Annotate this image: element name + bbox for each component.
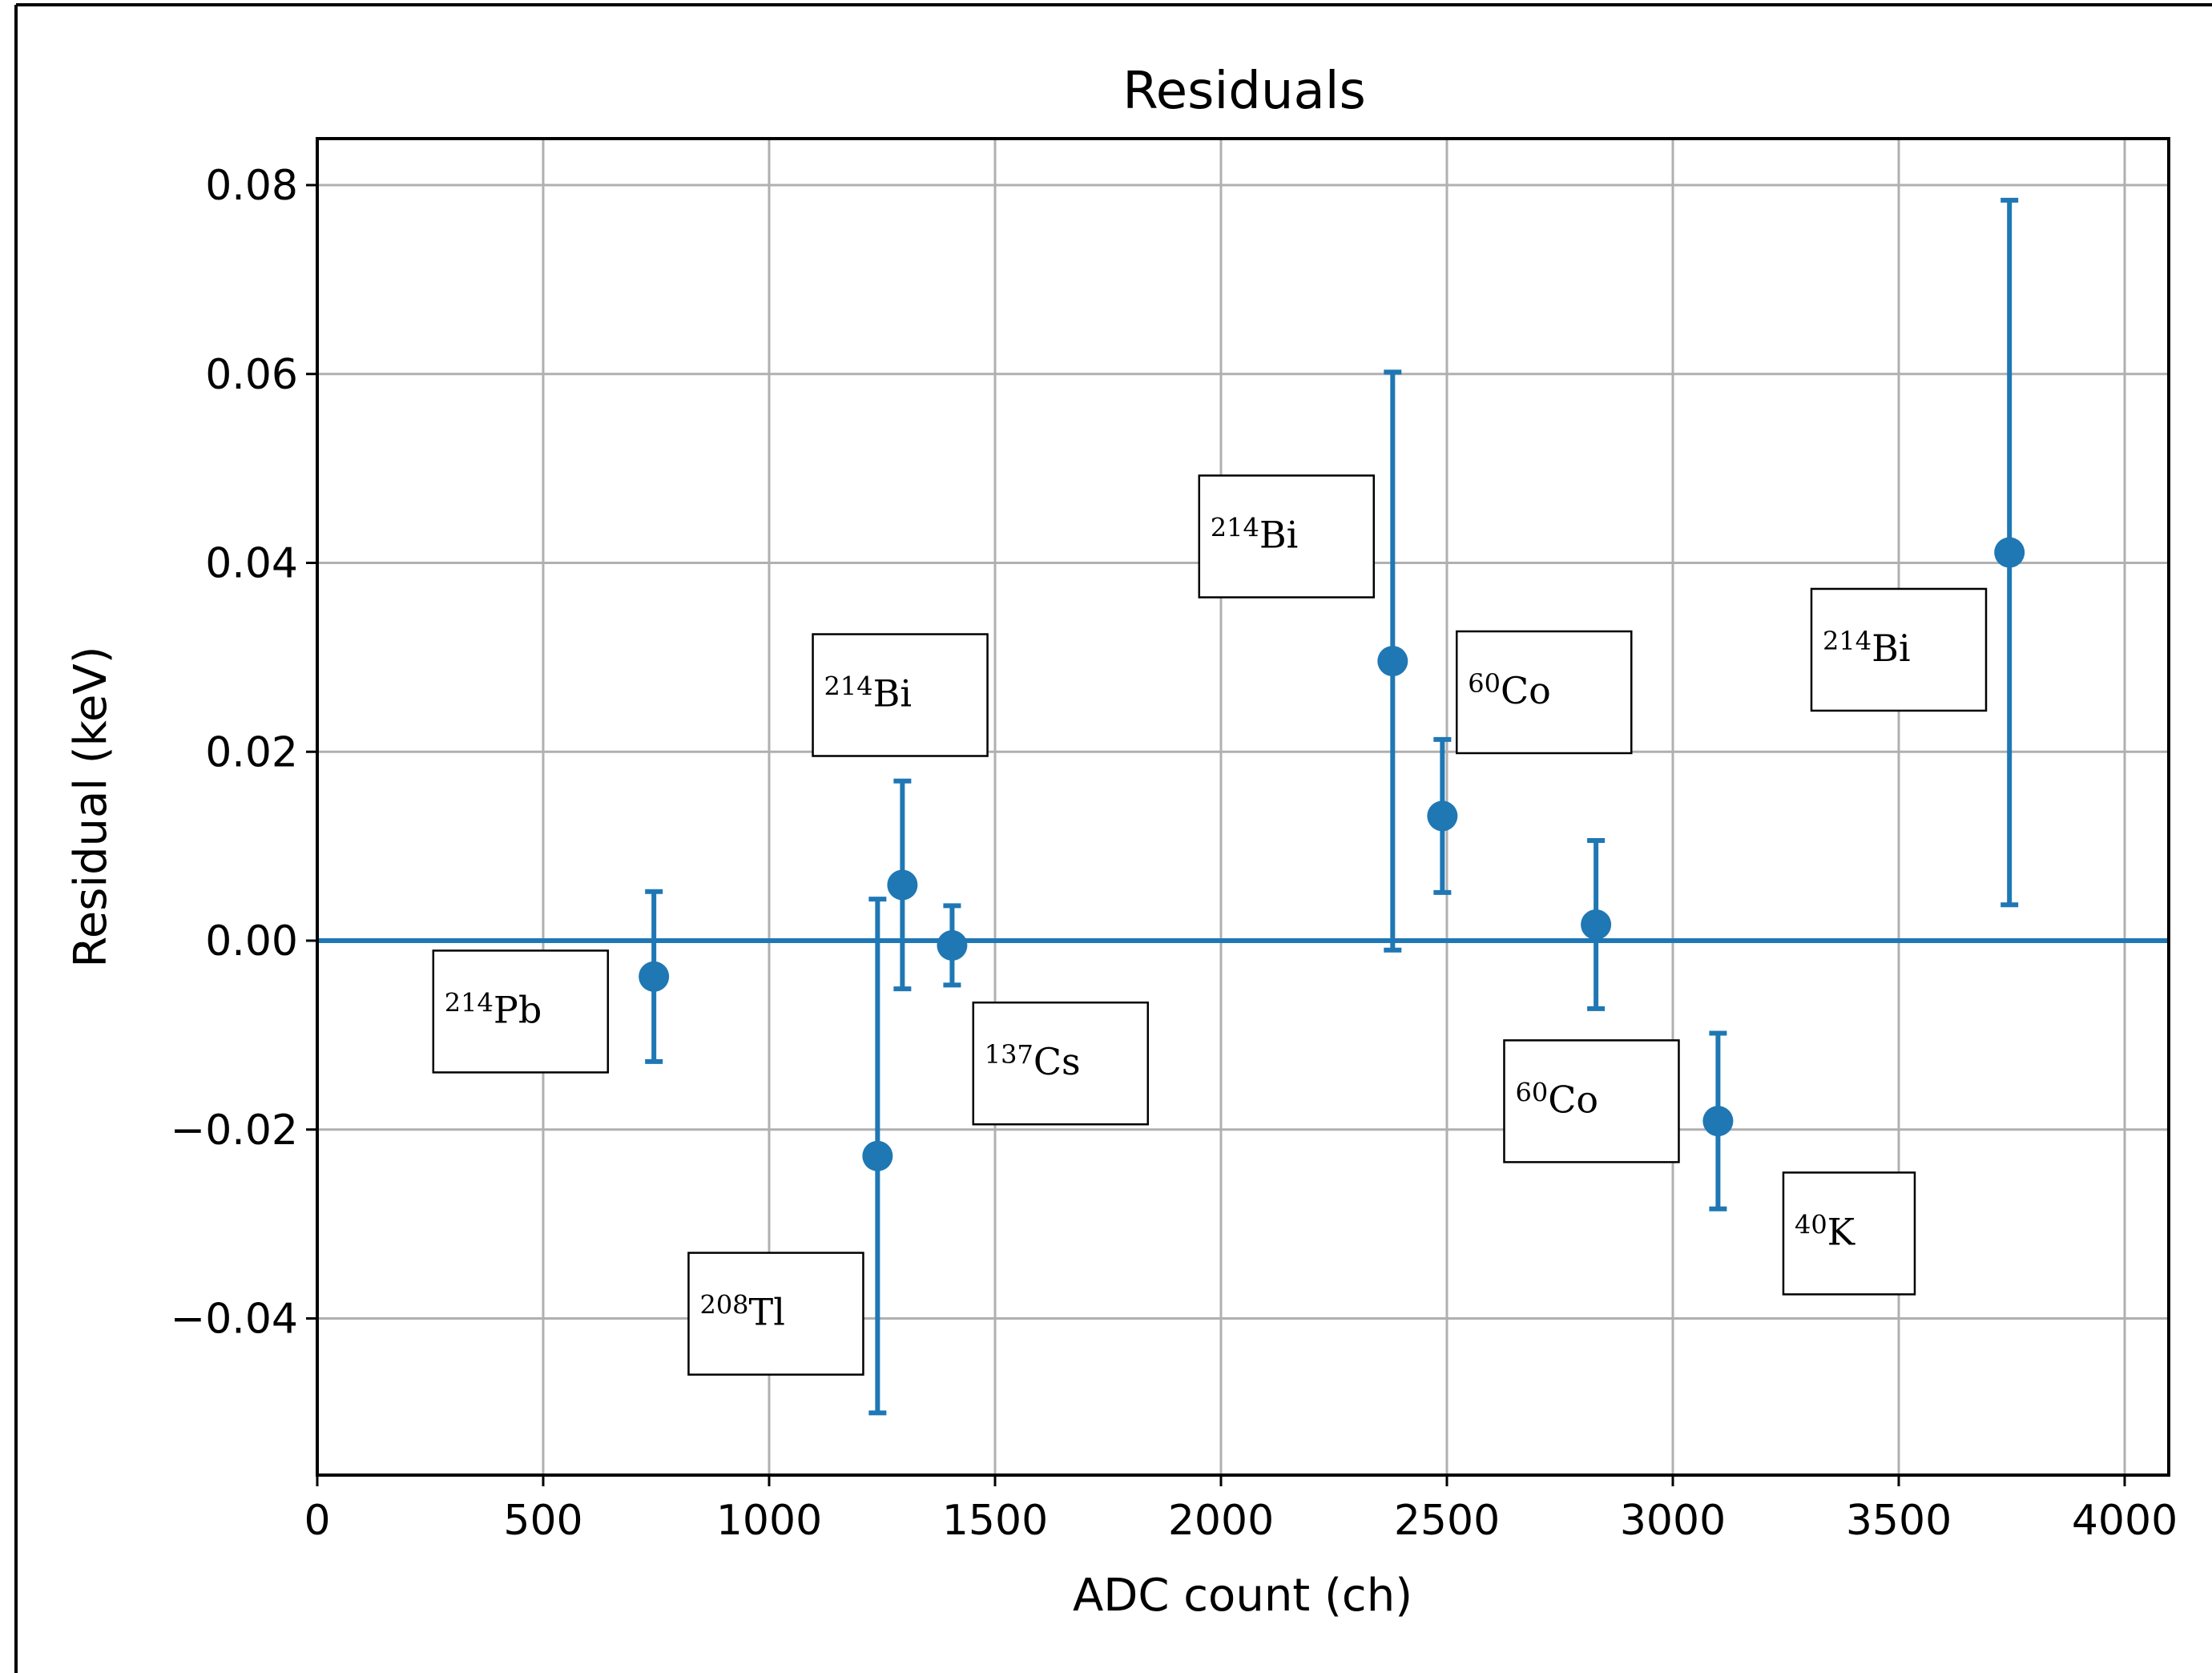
annotation-mass-number: 214	[1211, 512, 1259, 542]
data-point	[1994, 537, 2025, 568]
x-tick-label: 500	[503, 1497, 582, 1545]
annotation-mass-number: 208	[699, 1290, 748, 1320]
annotation-label: 214Bi	[1823, 626, 1911, 670]
y-axis-ticks: −0.04 −0.02 0.00 0.02 0.04 0.06 0.08	[171, 162, 317, 1344]
y-tick-label: 0.04	[205, 540, 298, 588]
annotation-element: Tl	[749, 1291, 785, 1334]
annotation-mass-number: 214	[824, 671, 873, 702]
annotation-label: 40K	[1795, 1209, 1856, 1253]
data-layer	[639, 197, 2025, 1416]
data-point	[1702, 1106, 1734, 1137]
x-tick-label: 2500	[1394, 1497, 1500, 1545]
x-tick-label: 4000	[2072, 1497, 2178, 1545]
annotation-box	[1782, 1171, 1916, 1296]
plot-area-frame	[316, 137, 2170, 1477]
y-axis-label: Residual (keV)	[65, 646, 117, 967]
annotation-mass-number: 60	[1468, 668, 1501, 699]
annotation-element: Co	[1548, 1078, 1598, 1121]
annotation-mass-number: 214	[445, 987, 494, 1018]
x-tick-label: 3500	[1846, 1497, 1952, 1545]
x-tick-label: 1500	[942, 1497, 1048, 1545]
x-axis-label: ADC count (ch)	[1073, 1570, 1412, 1622]
x-axis-ticks: 0 500 1000 1500 2000 2500 3000 3500 4000	[304, 1475, 2178, 1545]
x-tick-label: 1000	[716, 1497, 822, 1545]
annotation-element: Pb	[494, 988, 542, 1031]
annotation-label: 137Cs	[985, 1039, 1081, 1083]
annotation-box	[687, 1252, 864, 1376]
annotation-element: Bi	[1872, 627, 1911, 670]
annotation-element: Cs	[1033, 1040, 1081, 1083]
annotation-mass-number: 60	[1515, 1077, 1548, 1107]
annotation-label: 60Co	[1515, 1077, 1598, 1121]
annotation-element: K	[1827, 1210, 1856, 1253]
data-point	[937, 929, 968, 961]
y-tick-label: 0.00	[205, 917, 298, 966]
data-point	[1377, 646, 1408, 677]
annotation-mass-number: 214	[1823, 626, 1872, 656]
annotation-box	[812, 633, 989, 757]
x-tick-label: 3000	[1620, 1497, 1726, 1545]
annotation-box	[1810, 587, 1988, 712]
data-point	[887, 869, 918, 901]
annotation-box	[432, 949, 610, 1074]
x-tick-label: 0	[304, 1497, 330, 1545]
annotation-label: 214Bi	[1211, 512, 1299, 556]
y-tick-label: 0.02	[205, 728, 298, 776]
annotation-label: 208Tl	[699, 1290, 784, 1334]
annotation-box	[972, 1001, 1150, 1126]
annotation-element: Bi	[1259, 513, 1299, 556]
annotation-label: 214Pb	[445, 987, 542, 1031]
annotation-layer: 214Pb208Tl214Bi137Cs214Bi60Co60Co40K214B…	[432, 474, 1988, 1376]
data-point	[639, 961, 670, 992]
data-point	[862, 1140, 893, 1171]
annotation-label: 60Co	[1468, 668, 1551, 712]
annotation-element: Bi	[873, 672, 913, 716]
chart-title: Residuals	[1122, 62, 1366, 121]
annotation-box	[1503, 1039, 1680, 1163]
annotation-mass-number: 40	[1795, 1209, 1827, 1240]
annotation-element: Co	[1501, 669, 1551, 712]
annotation-box	[1456, 630, 1633, 755]
annotation-mass-number: 137	[985, 1039, 1033, 1070]
y-tick-label: −0.02	[171, 1107, 298, 1155]
y-tick-label: 0.06	[205, 351, 298, 399]
x-tick-label: 2000	[1168, 1497, 1274, 1545]
data-point	[1581, 909, 1612, 940]
y-tick-label: 0.08	[205, 162, 298, 210]
annotation-box	[1198, 474, 1376, 599]
y-tick-label: −0.04	[171, 1296, 298, 1344]
annotation-label: 214Bi	[824, 671, 913, 716]
data-point	[1427, 800, 1458, 832]
